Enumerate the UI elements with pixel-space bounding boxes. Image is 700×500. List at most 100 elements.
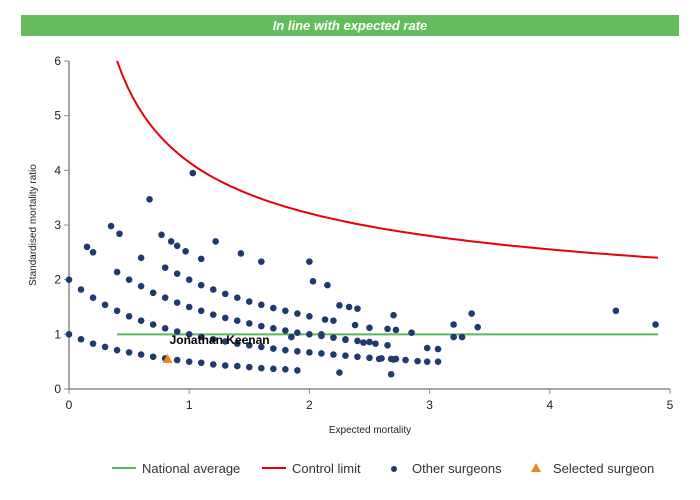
other-surgeon-point [450, 333, 457, 341]
other-surgeon-point [161, 325, 169, 332]
other-surgeon-point [116, 230, 123, 238]
other-surgeon-point [324, 281, 331, 289]
other-surgeon-point [270, 325, 277, 332]
x-tick-label: 1 [186, 398, 193, 412]
other-surgeon-point [89, 340, 97, 347]
other-surgeon-point [173, 299, 181, 306]
other-surgeon-point [351, 321, 359, 329]
other-surgeon-point [221, 290, 229, 298]
other-surgeon-point [185, 331, 193, 338]
other-surgeon-point [423, 344, 431, 352]
other-surgeon-point [185, 303, 193, 311]
other-surgeon-point [197, 255, 205, 263]
y-tick-label: 5 [54, 109, 61, 123]
other-surgeon-point [101, 343, 109, 351]
legend-national-average: National average [142, 461, 240, 476]
other-surgeon-point [173, 242, 181, 250]
y-tick-label: 6 [54, 54, 61, 68]
other-surgeon-point [366, 338, 373, 346]
other-surgeon-point [209, 335, 217, 343]
selected-surgeon-point [162, 353, 173, 363]
other-surgeon-point [197, 307, 205, 315]
other-surgeon-point [414, 357, 421, 365]
status-banner: In line with expected rate [21, 15, 679, 36]
legend-selected-swatch [531, 463, 541, 472]
other-surgeon-point [209, 311, 217, 318]
other-surgeon-point [366, 324, 373, 332]
other-surgeon-point [258, 258, 265, 265]
other-surgeon-point [387, 370, 395, 378]
other-surgeon-point [161, 294, 169, 302]
other-surgeon-point [146, 196, 153, 203]
other-surgeon-point [221, 362, 229, 369]
other-surgeon-point [423, 358, 431, 365]
legend-selected-surgeon: Selected surgeon [553, 461, 654, 476]
other-surgeon-point [392, 355, 400, 363]
other-surgeon-point [294, 329, 301, 336]
other-surgeon-point [65, 331, 73, 338]
other-surgeon-point [221, 338, 229, 345]
other-surgeon-point [434, 345, 442, 353]
other-surgeon-point [354, 353, 361, 361]
other-surgeon-point [318, 350, 325, 357]
control-limit-line [116, 60, 659, 259]
selected-surgeon-label: Jonathan Keenan [170, 333, 270, 347]
other-surgeon-point [158, 231, 165, 239]
other-surgeon-point [306, 331, 313, 338]
other-surgeon-point [366, 354, 373, 362]
other-surgeon-point [233, 362, 241, 370]
other-surgeon-point [221, 314, 229, 322]
other-surgeon-point [458, 333, 466, 341]
other-surgeon-point [258, 322, 265, 330]
other-surgeon-point [149, 289, 157, 297]
other-surgeon-point [372, 340, 379, 347]
y-tick-label: 3 [54, 218, 61, 232]
other-surgeon-point [113, 268, 121, 276]
other-surgeon-point [270, 345, 277, 352]
other-surgeon-point [652, 321, 659, 328]
other-surgeon-point [101, 301, 109, 309]
other-surgeon-point [342, 336, 349, 344]
other-surgeon-point [336, 302, 343, 309]
other-surgeon-point [149, 321, 157, 328]
other-surgeon-point [282, 366, 289, 373]
other-surgeon-point [321, 316, 329, 323]
other-surgeon-point [294, 367, 301, 374]
other-surgeon-point [246, 341, 253, 349]
other-surgeon-point [306, 312, 313, 320]
other-surgeon-point [392, 326, 400, 334]
other-surgeon-point [89, 294, 97, 302]
other-surgeon-point [402, 356, 409, 364]
x-axis-label: Expected mortality [329, 425, 411, 436]
other-surgeon-point [306, 258, 313, 265]
other-surgeon-point [390, 311, 397, 319]
other-surgeon-point [330, 317, 337, 324]
other-surgeon-point [246, 363, 253, 371]
other-surgeon-point [246, 320, 253, 327]
other-surgeon-point [345, 303, 353, 311]
other-surgeon-point [330, 334, 337, 341]
other-surgeon-point [197, 281, 205, 289]
other-surgeon-point [342, 352, 349, 359]
other-surgeon-point [149, 353, 157, 361]
other-surgeon-point [318, 331, 325, 338]
other-surgeon-point [113, 346, 121, 354]
other-surgeon-point [161, 264, 169, 271]
other-surgeon-point [306, 349, 313, 356]
other-surgeon-point [209, 286, 217, 293]
other-surgeon-point [137, 254, 145, 262]
other-surgeon-point [125, 312, 133, 320]
other-surgeon-point [375, 355, 383, 363]
other-surgeon-point [294, 347, 301, 355]
other-surgeon-point [282, 307, 289, 315]
other-surgeon-point [89, 249, 97, 256]
other-surgeon-point [450, 321, 457, 328]
y-tick-label: 2 [54, 273, 61, 287]
other-surgeon-point [185, 358, 193, 365]
other-surgeon-point [294, 310, 301, 317]
other-surgeon-point [107, 222, 115, 230]
other-surgeon-point [288, 333, 295, 341]
other-surgeon-point [189, 169, 197, 177]
other-surgeon-point [282, 346, 289, 354]
